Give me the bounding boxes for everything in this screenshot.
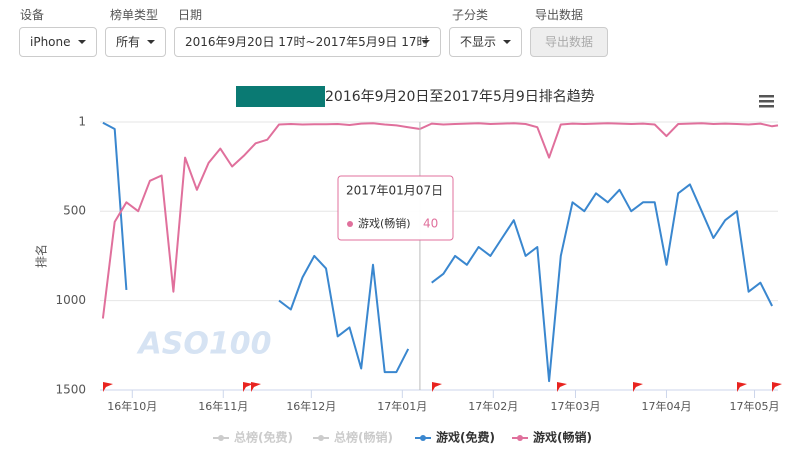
event-flag bbox=[633, 382, 643, 392]
legend-item[interactable]: 游戏(畅销) bbox=[512, 430, 592, 445]
menu-icon[interactable] bbox=[759, 95, 774, 108]
list-type-label: 榜单类型 bbox=[110, 8, 159, 22]
watermark: ASO100 bbox=[137, 327, 272, 362]
event-flag bbox=[243, 382, 253, 392]
x-tick-label: 16年10月 bbox=[107, 399, 157, 413]
event-flag bbox=[772, 382, 782, 392]
tooltip-value: 40 bbox=[423, 217, 438, 231]
menu-bar bbox=[759, 95, 774, 98]
legend-marker bbox=[218, 435, 224, 441]
tooltip-box bbox=[337, 175, 454, 241]
y-tick-label: 1 bbox=[78, 115, 86, 129]
series-line bbox=[102, 121, 773, 383]
series-line bbox=[101, 122, 779, 319]
legend-marker bbox=[420, 435, 426, 441]
device-label: 设备 bbox=[20, 8, 45, 22]
date-select[interactable]: 2016年9月20日 17时~2017年5月9日 17时 bbox=[174, 27, 441, 57]
event-flag bbox=[432, 382, 442, 392]
event-flag bbox=[557, 382, 567, 392]
y-tick-label: 1500 bbox=[55, 383, 86, 397]
subcategory-label: 子分类 bbox=[452, 8, 489, 22]
tooltip-marker bbox=[347, 221, 353, 227]
event-flag bbox=[103, 382, 113, 392]
event-flag bbox=[251, 382, 261, 392]
y-tick-label: 1000 bbox=[55, 293, 86, 307]
date-label: 日期 bbox=[178, 8, 203, 22]
legend-item[interactable]: 总榜(免费) bbox=[213, 430, 293, 445]
legend-label: 总榜(畅销) bbox=[334, 430, 393, 445]
tooltip-series: 游戏(畅销) bbox=[358, 216, 411, 230]
legend-marker bbox=[318, 435, 324, 441]
redaction bbox=[236, 86, 325, 107]
x-tick-label: 17年05月 bbox=[730, 399, 780, 413]
list-type-select[interactable]: 所有 bbox=[105, 27, 166, 57]
legend-label: 总榜(免费) bbox=[234, 430, 293, 445]
event-flag bbox=[737, 382, 747, 392]
device-select[interactable]: iPhone bbox=[19, 27, 97, 57]
y-tick-label: 500 bbox=[63, 204, 86, 218]
legend-label: 游戏(免费) bbox=[436, 430, 495, 445]
menu-bar bbox=[759, 105, 774, 108]
legend-item[interactable]: 游戏(免费) bbox=[415, 430, 495, 445]
x-tick-label: 17年02月 bbox=[468, 399, 518, 413]
x-tick-label: 17年04月 bbox=[641, 399, 691, 413]
chart-title: 2016年9月20日至2017年5月9日排名趋势 bbox=[325, 89, 595, 105]
menu-bar bbox=[759, 100, 774, 103]
x-tick-label: 17年03月 bbox=[550, 399, 600, 413]
export-button[interactable]: 导出数据 bbox=[530, 27, 608, 57]
legend-label: 游戏(畅销) bbox=[533, 430, 592, 445]
y-axis-label: 排名 bbox=[34, 244, 49, 268]
export-label: 导出数据 bbox=[535, 8, 584, 22]
tooltip-date: 2017年01月07日 bbox=[346, 184, 443, 198]
x-tick-label: 17年01月 bbox=[377, 399, 427, 413]
legend-marker bbox=[517, 435, 523, 441]
subcategory-select[interactable]: 不显示 bbox=[449, 27, 522, 57]
x-tick-label: 16年12月 bbox=[286, 399, 336, 413]
x-tick-label: 16年11月 bbox=[198, 399, 248, 413]
legend-item[interactable]: 总榜(畅销) bbox=[313, 430, 393, 445]
